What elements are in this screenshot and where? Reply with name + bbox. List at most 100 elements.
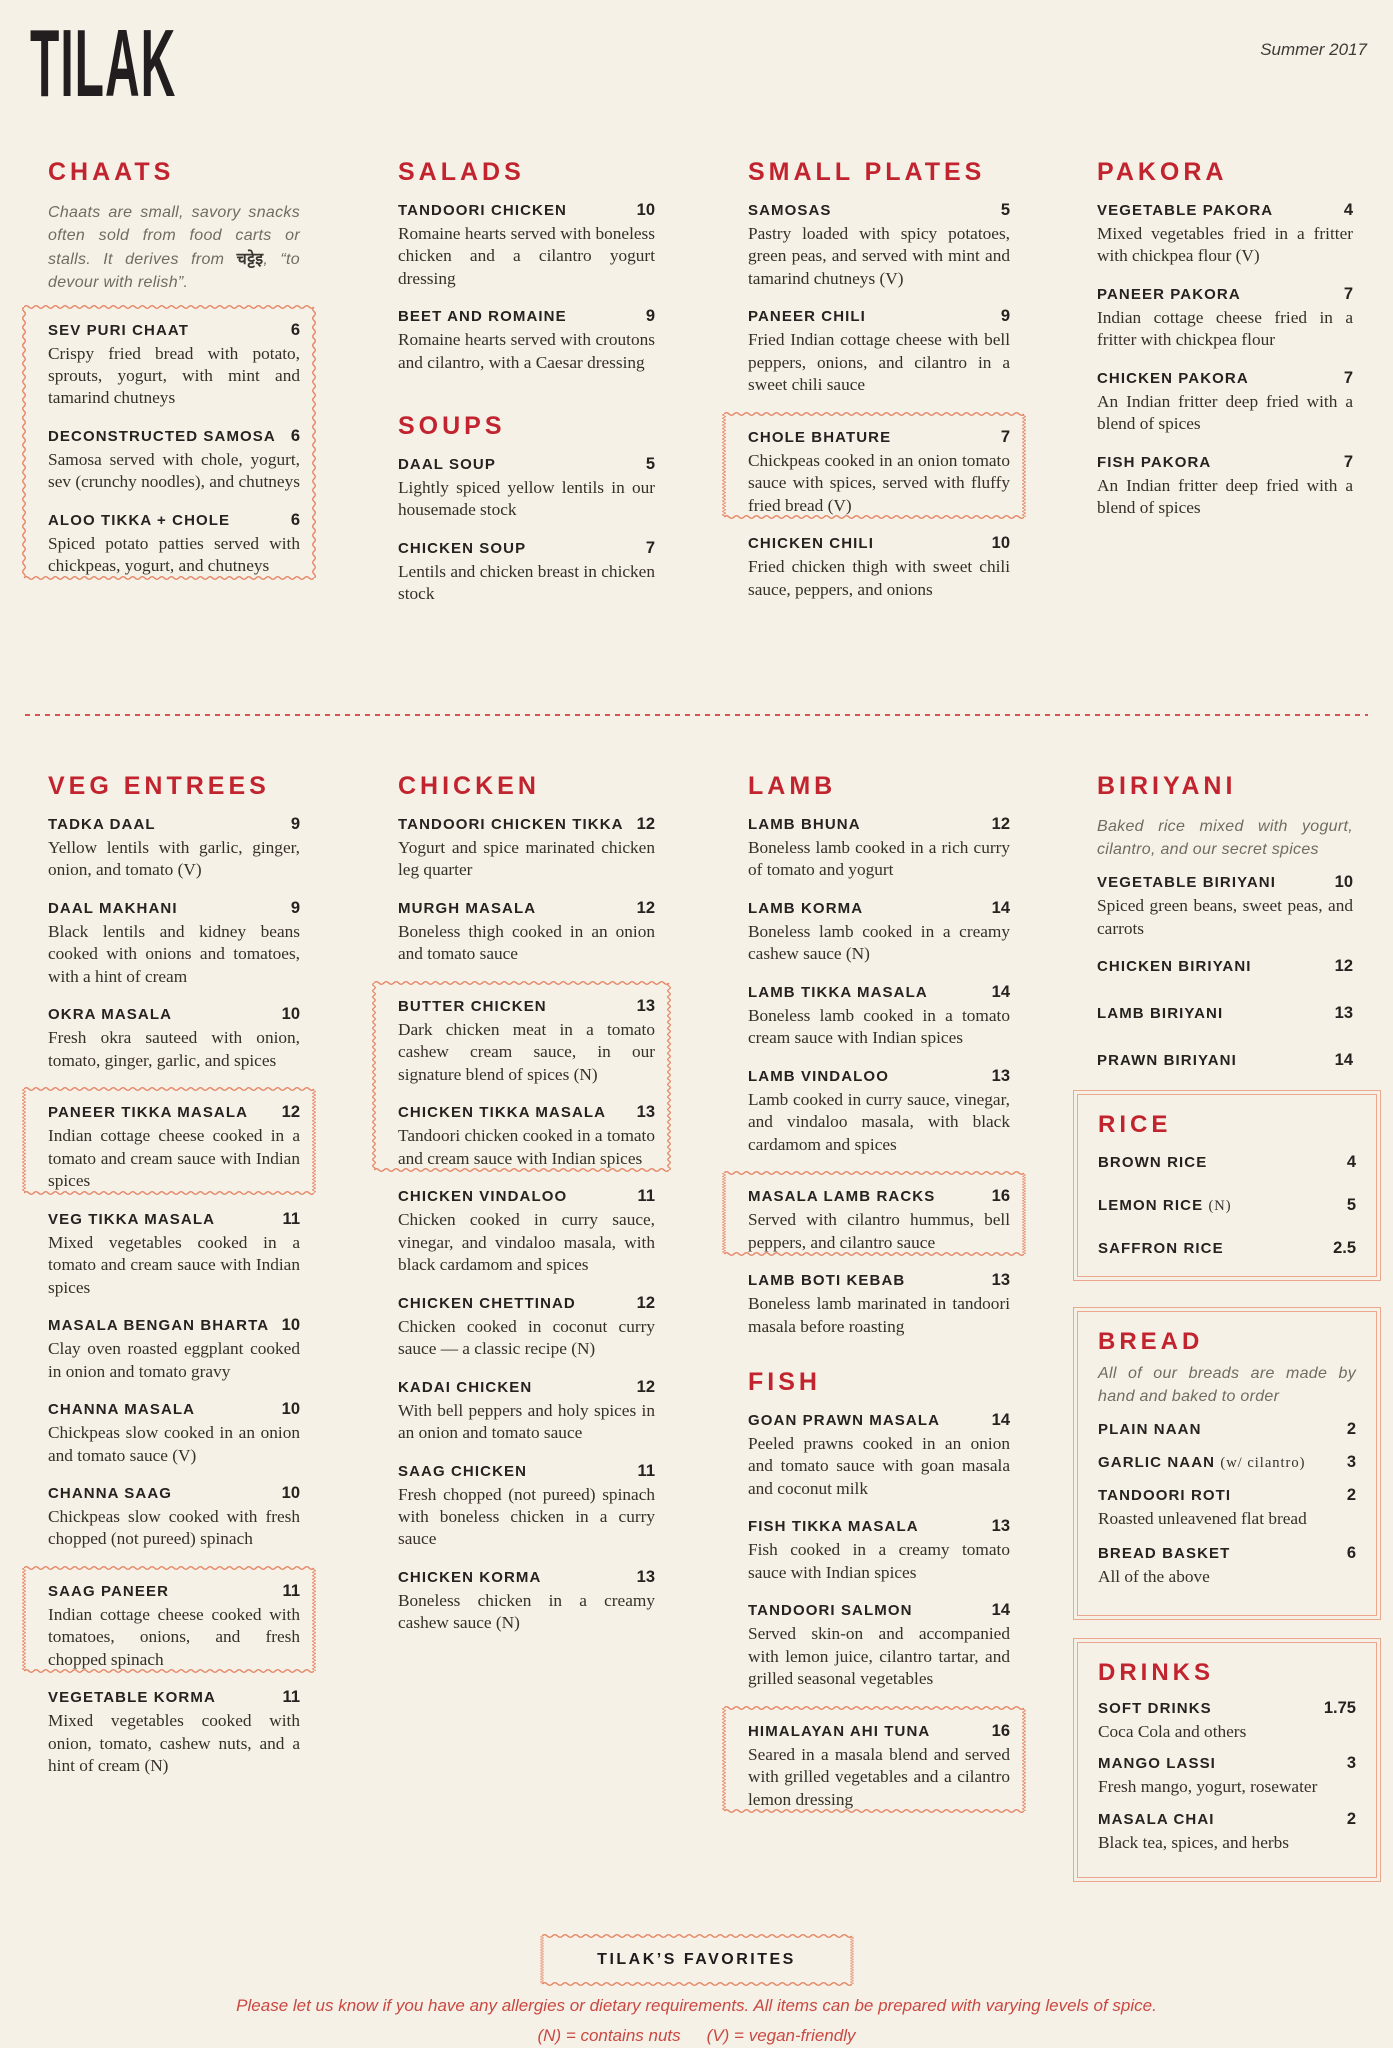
item-price: 10	[991, 534, 1010, 553]
chaats-intro-pre: Chaats are small, savory snacks often so…	[48, 203, 300, 269]
item-price: 11	[282, 1688, 300, 1707]
wavy-border	[724, 1171, 1024, 1176]
item-desc: Fish cooked in a creamy tomato sauce wit…	[748, 1540, 1010, 1582]
item-desc: Fresh okra sauteed with onion, tomato, g…	[48, 1028, 300, 1070]
item-name: DAAL MAKHANI	[48, 899, 178, 917]
item-name: LAMB BOTI KEBAB	[748, 1272, 906, 1290]
item-desc: Boneless chicken in a creamy cashew sauc…	[398, 1590, 655, 1633]
menu-item: ALOO TIKKA + CHOLE 6 Spiced potato pattie…	[48, 511, 300, 578]
item-desc: Boneless lamb cooked in a creamy cashew …	[748, 921, 1010, 964]
item-desc: Chicken cooked in coconut curry sauce — …	[398, 1316, 655, 1359]
section-chicken: CHICKEN TANDOORI CHICKEN TIKKA 12 Yogurt …	[372, 772, 671, 1652]
menu-item: LAMB BHUNA 12 Boneless lamb cooked in a r…	[748, 815, 1010, 882]
item-price: 11	[282, 1581, 300, 1600]
item-price: 4	[1346, 1152, 1356, 1171]
item-name: MASALA BENGAN BHARTA	[48, 1317, 270, 1335]
menu-item: TANDOORI SALMON 14 Served skin-on and acc…	[748, 1601, 1010, 1690]
wavy-border	[312, 1089, 316, 1193]
item-desc: Lamb cooked in curry sauce, vinegar, and…	[748, 1089, 1010, 1154]
menu-item: TADKA DAAL 9 Yellow lentils with garlic, …	[48, 815, 300, 882]
item-name: CHICKEN TIKKA MASALA	[398, 1104, 607, 1122]
item-desc: Mixed vegetables cooked in a tomato and …	[48, 1232, 300, 1297]
item-desc: Lentils and chicken breast in chicken st…	[398, 561, 655, 604]
item-price: 14	[991, 1410, 1010, 1429]
item-price: 12	[636, 814, 655, 833]
item-name: VEGETABLE KORMA	[48, 1689, 216, 1707]
item-desc: Romaine hearts served with boneless chic…	[398, 223, 655, 288]
item-price: 2	[1346, 1485, 1356, 1504]
symbols-legend: (N) = contains nuts (V) = vegan-friendly	[0, 2026, 1393, 2046]
item-price: 13	[991, 1517, 1010, 1536]
item-price: 16	[991, 1721, 1010, 1740]
menu-item: BREAD BASKET 6 All of the above	[1098, 1544, 1356, 1588]
item-name: TANDOORI SALMON	[748, 1602, 913, 1620]
item-desc: Dark chicken meat in a tomato cashew cre…	[398, 1019, 655, 1084]
item-name: SAMOSAS	[748, 201, 832, 219]
legend-vegan: (V) = vegan-friendly	[706, 2026, 856, 2045]
item-desc: Indian cottage cheese fried in a fritter…	[1097, 307, 1353, 350]
item-price: 12	[281, 1103, 300, 1122]
menu-item: CHANNA MASALA 10 Chickpeas slow cooked in…	[48, 1400, 300, 1467]
section-title-chicken: CHICKEN	[398, 772, 540, 800]
item-price: 12	[636, 1293, 655, 1312]
wavy-border	[849, 1936, 854, 1984]
menu-edition: Summer 2017	[1260, 40, 1367, 59]
item-price: 6	[290, 426, 300, 445]
wavy-border	[22, 306, 26, 578]
item-price: 3	[1346, 1452, 1356, 1471]
menu-item: LEMON RICE (N) 5	[1098, 1196, 1356, 1215]
favorites-box-butter-chicken-tikka-masala: BUTTER CHICKEN 13 Dark chicken meat in a …	[372, 980, 671, 1173]
item-price: 13	[636, 1567, 655, 1586]
menu-item: SOFT DRINKS 1.75 Coca Cola and others	[1098, 1699, 1356, 1743]
item-price: 12	[1334, 957, 1353, 976]
menu-item: MASALA BENGAN BHARTA 10 Clay oven roasted…	[48, 1316, 300, 1383]
favorites-box-saag-paneer: SAAG PANEER 11 Indian cottage cheese cook…	[22, 1565, 316, 1674]
item-price: 14	[1334, 1051, 1353, 1070]
menu-item: LAMB VINDALOO 13 Lamb cooked in curry sau…	[748, 1067, 1010, 1156]
section-small-plates: SMALL PLATES SAMOSAS 5 Pastry loaded with…	[722, 158, 1026, 618]
favorites-box-chaats: SEV PURI CHAAT 6 Crispy fried bread with …	[22, 304, 316, 580]
favorites-box-masala-lamb-racks: MASALA LAMB RACKS 16 Served with cilantro…	[722, 1171, 1026, 1257]
menu-item: VEGETABLE BIRIYANI 10 Spiced green beans,…	[1097, 873, 1353, 940]
item-name: CHANNA MASALA	[48, 1401, 196, 1419]
section-pakora: PAKORA VEGETABLE PAKORA 4 Mixed vegetable…	[1097, 158, 1353, 537]
legend-nuts: (N) = contains nuts	[537, 2026, 681, 2045]
wavy-border	[1022, 1173, 1026, 1255]
item-price: 5	[645, 454, 655, 473]
item-price: 12	[636, 1377, 655, 1396]
item-price: 7	[1343, 284, 1353, 303]
section-salads-soups: SALADS TANDOORI CHICKEN 10 Romaine hearts…	[398, 158, 655, 623]
item-desc: Chicken cooked in curry sauce, vinegar, …	[398, 1210, 655, 1275]
item-name: OKRA MASALA	[48, 1006, 173, 1024]
menu-item: SAAG CHICKEN 11 Fresh chopped (not pureed…	[398, 1462, 655, 1551]
favorites-box-himalayan-ahi-tuna: HIMALAYAN AHI TUNA 16 Seared in a masala …	[722, 1705, 1026, 1814]
menu-item: DAAL SOUP 5 Lightly spiced yellow lentils…	[398, 455, 655, 522]
menu-item: SAMOSAS 5 Pastry loaded with spicy potato…	[748, 201, 1010, 290]
item-name: SOFT DRINKS	[1098, 1699, 1212, 1717]
item-name: BEET AND ROMAINE	[398, 308, 567, 326]
item-name: SAAG CHICKEN	[398, 1462, 528, 1480]
section-title-bread: BREAD	[1098, 1328, 1204, 1355]
wavy-border	[374, 980, 669, 985]
item-name: GARLIC NAAN (w/ cilantro)	[1098, 1453, 1306, 1471]
item-price: 10	[281, 1316, 300, 1335]
section-title-salads: SALADS	[398, 158, 525, 186]
section-title-small-plates: SMALL PLATES	[748, 158, 986, 186]
item-price: 4	[1343, 200, 1353, 219]
item-desc: Clay oven roasted eggplant cooked in oni…	[48, 1339, 300, 1381]
menu-item: DECONSTRUCTED SAMOSA 6 Samosa served with…	[48, 427, 300, 494]
item-price: 16	[991, 1187, 1010, 1206]
item-name: LAMB VINDALOO	[748, 1067, 889, 1085]
item-name: CHANNA SAAG	[48, 1484, 173, 1502]
section-title-drinks: DRINKS	[1098, 1659, 1215, 1686]
item-price: 13	[991, 1271, 1010, 1290]
wavy-border	[722, 1173, 726, 1255]
item-price: 11	[282, 1209, 300, 1228]
item-name: FISH PAKORA	[1097, 453, 1212, 471]
menu-item: LAMB TIKKA MASALA 14 Boneless lamb cooked…	[748, 983, 1010, 1050]
menu-item: BROWN RICE 4	[1098, 1153, 1356, 1172]
item-name: PANEER CHILI	[748, 308, 866, 326]
section-title-veg-entrees: VEG ENTREES	[48, 772, 270, 800]
item-name: LAMB BHUNA	[748, 815, 861, 833]
allergy-note: Please let us know if you have any aller…	[236, 1996, 1157, 2015]
